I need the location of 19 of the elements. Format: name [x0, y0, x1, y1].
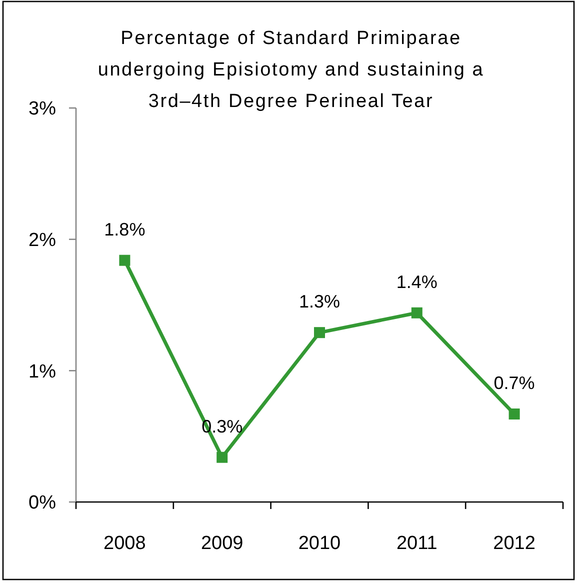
x-tick-label: 2008 [104, 533, 146, 554]
data-label: 0.7% [494, 373, 535, 394]
chart-title: Percentage of Standard Primiparae undergoing Episiotomy and sustaining a 3rd–4th Degree Perineal Tear [98, 28, 484, 112]
y-tick-label: 0% [28, 492, 56, 514]
data-label: 1.4% [396, 272, 438, 292]
point [119, 254, 130, 266]
point [508, 408, 520, 420]
point [314, 327, 325, 338]
data-label: 1.3% [298, 292, 340, 312]
x-tick-label: 2012 [493, 533, 536, 554]
y-tick-label: 3% [28, 98, 56, 120]
y-tick-label: 2% [28, 230, 56, 251]
data-label: 1.8% [104, 219, 146, 240]
x-tick-label: 2011 [396, 533, 438, 554]
y-tick-label: 1% [28, 361, 56, 382]
point [411, 307, 422, 318]
x-tick-label: 2010 [298, 533, 341, 554]
x-tick-label: 2009 [200, 533, 244, 554]
point [216, 452, 228, 463]
